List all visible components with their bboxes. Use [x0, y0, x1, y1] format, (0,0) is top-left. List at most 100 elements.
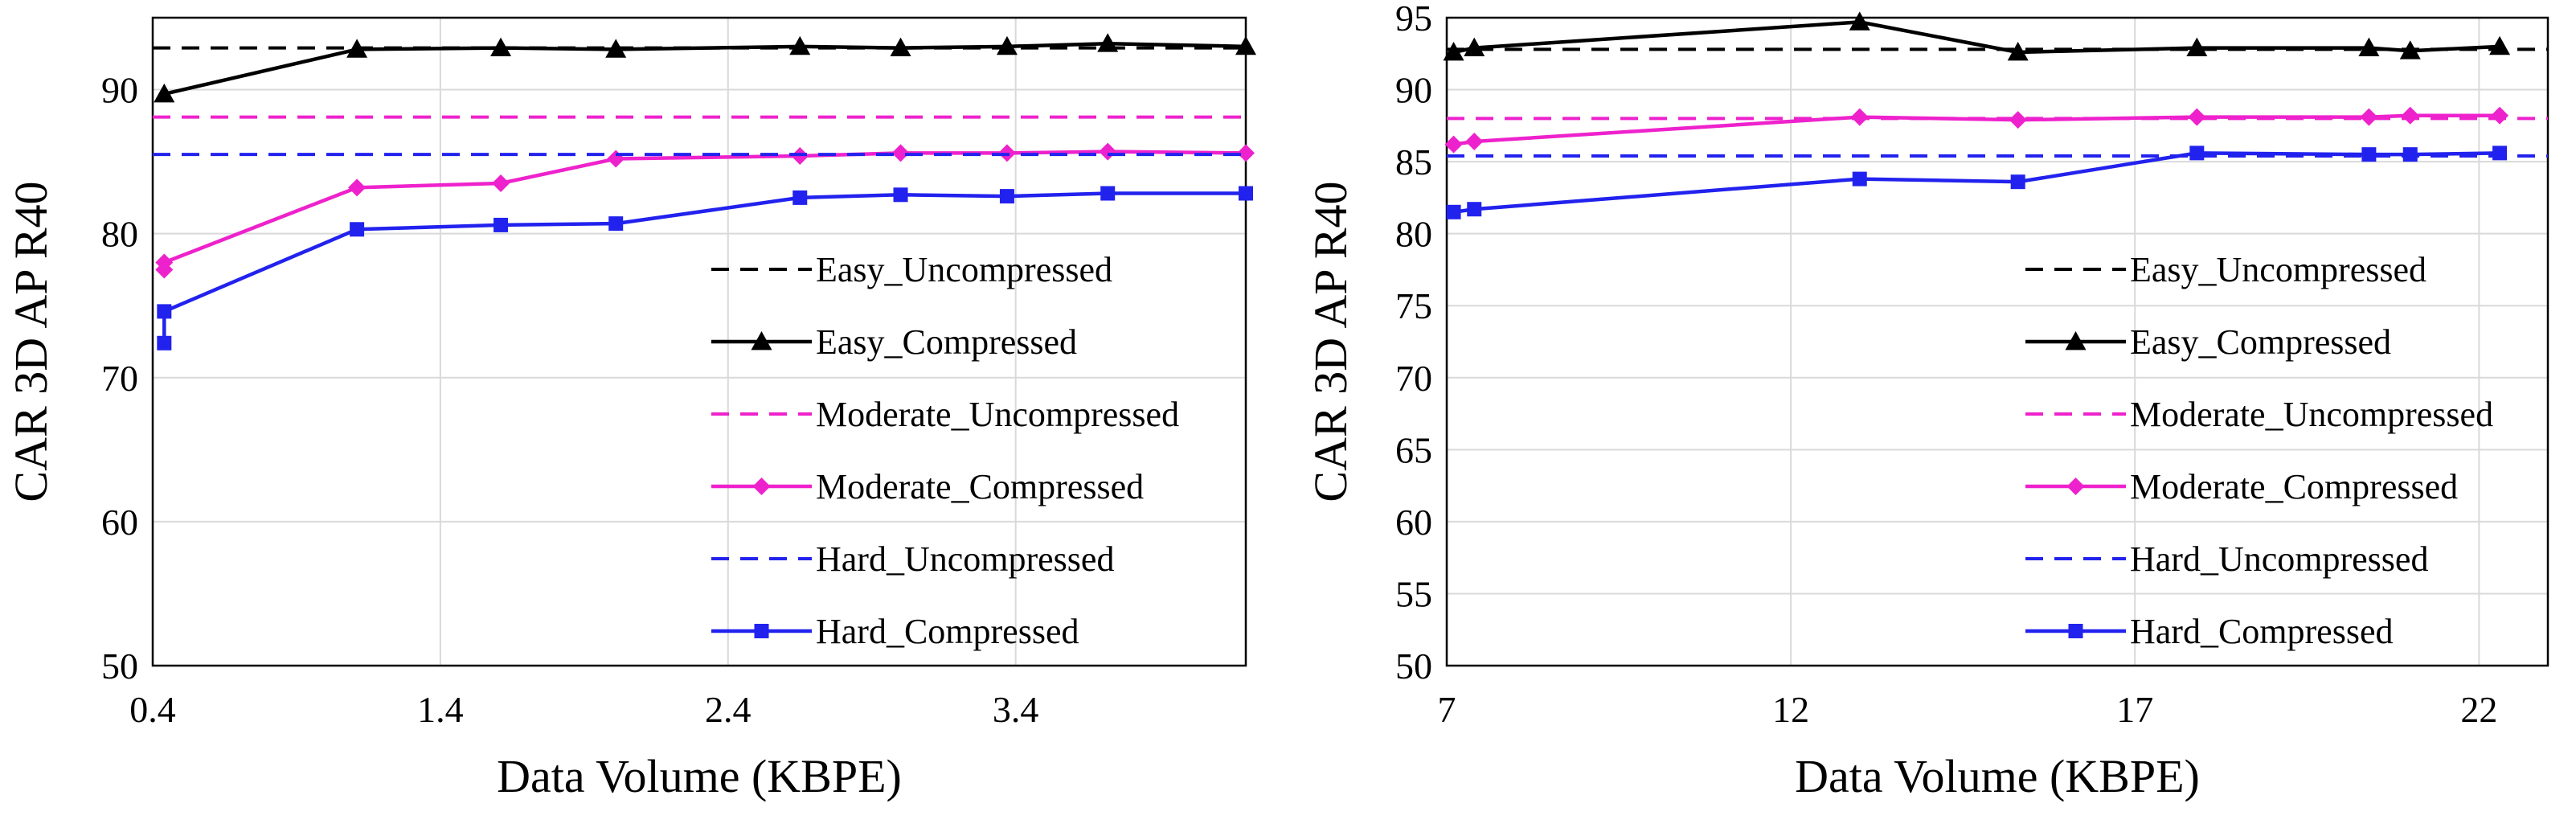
y-tick-label: 90: [1395, 70, 1432, 111]
legend-label-easy-uncompressed: Easy_Uncompressed: [2130, 250, 2427, 289]
data-point-hard-compressed: [1852, 171, 1867, 187]
data-point-easy-compressed: [154, 83, 175, 103]
data-point-hard-compressed: [2492, 146, 2508, 161]
data-point-moderate-compressed: [1099, 142, 1117, 161]
series-line-easy-compressed: [163, 41, 1247, 96]
right-chart: 50 55 60 65 70 75 80 85 90 95 7 12 17 22 Data Volume (…: [1304, 0, 2549, 802]
legend-marker-easy-compressed: [751, 331, 772, 351]
data-point-hard-compressed: [893, 187, 908, 203]
legend-label-easy-compressed: Easy_Compressed: [816, 322, 1077, 362]
data-point-hard-compressed: [1100, 186, 1116, 201]
data-point-easy-compressed: [2399, 40, 2421, 59]
data-point-easy-compressed: [1097, 33, 1119, 52]
data-point-hard-compressed: [493, 217, 509, 232]
x-tick-label: 2.4: [705, 689, 752, 730]
y-tick-label: 85: [1395, 141, 1432, 182]
data-point-easy-compressed: [1464, 37, 1485, 57]
x-tick-label: 22: [2460, 689, 2497, 730]
data-point-moderate-compressed: [2009, 111, 2027, 129]
legend-marker-hard-compressed: [2068, 624, 2083, 638]
y-axis-title: CAR 3D AP R40: [5, 181, 57, 502]
y-tick-label: 50: [1395, 646, 1432, 687]
data-point-hard-compressed: [1239, 186, 1253, 201]
x-tick-label: 1.4: [417, 689, 464, 730]
plot-area-frame: [151, 16, 1247, 667]
x-tick-label: 0.4: [129, 689, 176, 730]
data-point-hard-compressed: [2361, 147, 2377, 162]
series-line-moderate-compressed: [162, 150, 1247, 270]
data-point-moderate-compressed: [2188, 108, 2206, 126]
y-tick-label: 50: [101, 646, 138, 687]
legend-label-easy-uncompressed: Easy_Uncompressed: [816, 250, 1112, 289]
y-tick-label: 70: [1395, 358, 1432, 399]
data-point-easy-compressed: [1849, 11, 1870, 31]
legend-label-moderate-uncompressed: Moderate_Uncompressed: [816, 395, 1179, 434]
series-line-hard-compressed: [162, 191, 1246, 343]
legend-label-hard-compressed: Hard_Compressed: [816, 612, 1079, 651]
data-point-easy-compressed: [490, 37, 512, 57]
data-point-easy-compressed: [1235, 35, 1256, 55]
series-moderate-compressed: [155, 142, 1255, 279]
data-point-moderate-compressed: [1444, 135, 1463, 154]
legend-marker-moderate-compressed: [752, 478, 771, 495]
data-point-hard-compressed: [157, 335, 172, 351]
data-point-moderate-compressed: [2360, 108, 2378, 126]
series-easy-compressed: [154, 33, 1256, 103]
x-tick-label: 12: [1772, 689, 1809, 730]
series-hard-compressed: [157, 186, 1253, 351]
data-point-hard-compressed: [1446, 204, 1461, 219]
data-point-easy-compressed: [1443, 41, 1464, 61]
y-tick-label: 75: [1395, 285, 1432, 326]
legend-marker-moderate-compressed: [2066, 478, 2085, 495]
legend-marker-hard-compressed: [754, 624, 769, 638]
x-tick-label: 17: [2116, 689, 2153, 730]
y-tick-label: 95: [1395, 0, 1432, 39]
data-point-easy-compressed: [2489, 35, 2511, 55]
data-point-easy-compressed: [2358, 37, 2380, 57]
y-tick-label: 60: [101, 502, 138, 543]
data-point-moderate-compressed: [607, 150, 625, 168]
data-point-hard-compressed: [792, 190, 808, 205]
data-point-moderate-compressed: [1465, 133, 1484, 151]
y-axis-title: CAR 3D AP R40: [1304, 181, 1357, 502]
y-tick-label: 65: [1395, 429, 1432, 470]
left-chart: 50 60 70 80 90 0.4 1.4 2.4 3.4 Data Volume (KBPE)…: [5, 16, 1256, 802]
data-point-moderate-compressed: [2401, 106, 2419, 125]
y-tick-label: 90: [101, 70, 138, 111]
data-point-moderate-compressed: [348, 178, 367, 197]
data-point-easy-compressed: [2186, 37, 2208, 57]
legend-label-moderate-compressed: Moderate_Compressed: [2130, 467, 2458, 506]
y-tick-label: 80: [101, 214, 138, 255]
data-point-moderate-compressed: [492, 174, 510, 192]
series-moderate-compressed: [1444, 106, 2509, 154]
legend: Easy_Uncompressed Easy_Compressed Moderate…: [2025, 250, 2493, 651]
series-line-easy-compressed: [1453, 20, 2500, 55]
legend-marker-easy-compressed: [2065, 331, 2087, 351]
y-tick-label: 70: [101, 358, 138, 399]
data-point-hard-compressed: [608, 216, 624, 232]
x-tick-label: 3.4: [993, 689, 1039, 730]
data-point-moderate-compressed: [1237, 144, 1255, 162]
data-point-moderate-compressed: [1850, 108, 1869, 126]
data-point-easy-compressed: [605, 39, 627, 58]
y-tick-label: 55: [1395, 573, 1432, 614]
data-point-moderate-compressed: [155, 253, 174, 272]
data-point-hard-compressed: [350, 222, 365, 237]
plot-area-frame: [1445, 16, 2549, 667]
legend-label-moderate-uncompressed: Moderate_Uncompressed: [2130, 395, 2493, 434]
data-point-moderate-compressed: [2491, 106, 2509, 125]
data-point-moderate-compressed: [891, 144, 910, 162]
legend-label-hard-uncompressed: Hard_Uncompressed: [2130, 539, 2428, 579]
series-hard-compressed: [1446, 146, 2508, 219]
y-tick-label: 60: [1395, 502, 1432, 543]
x-axis-title: Data Volume (KBPE): [1795, 750, 2200, 802]
legend: Easy_Uncompressed Easy_Compressed Moderate…: [711, 250, 1179, 651]
legend-label-easy-compressed: Easy_Compressed: [2130, 322, 2391, 362]
data-point-hard-compressed: [2010, 174, 2025, 190]
data-point-easy-compressed: [789, 35, 811, 55]
legend-label-moderate-compressed: Moderate_Compressed: [816, 467, 1144, 506]
data-point-hard-compressed: [2189, 146, 2205, 161]
data-point-hard-compressed: [1467, 202, 1482, 217]
data-point-easy-compressed: [890, 37, 911, 57]
